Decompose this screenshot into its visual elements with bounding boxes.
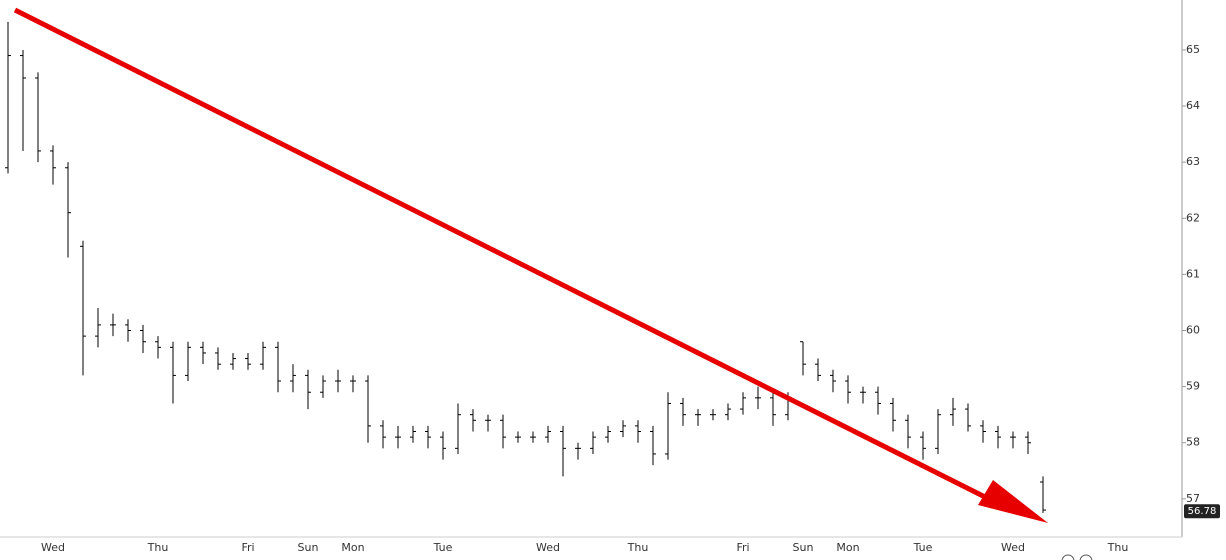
x-tick-label: Wed bbox=[41, 541, 65, 554]
y-tick-label: 58 bbox=[1186, 436, 1200, 449]
y-tick-label: 63 bbox=[1186, 155, 1200, 168]
arrow-shaft bbox=[13, 7, 997, 505]
x-tick-label: Fri bbox=[241, 541, 254, 554]
x-tick-label: Wed bbox=[1001, 541, 1025, 554]
y-tick-label: 59 bbox=[1186, 380, 1200, 393]
x-tick-label: Tue bbox=[433, 541, 453, 554]
y-tick-label: 61 bbox=[1186, 267, 1200, 280]
price-bars bbox=[5, 21, 1046, 513]
x-tick-label: Tue bbox=[913, 541, 933, 554]
icon[interactable] bbox=[1079, 554, 1093, 560]
x-tick-label: Fri bbox=[736, 541, 749, 554]
y-tick-label: 60 bbox=[1186, 324, 1200, 337]
x-tick-label: Mon bbox=[341, 541, 364, 554]
y-tick-label: 62 bbox=[1186, 211, 1200, 224]
y-tick-label: 57 bbox=[1186, 492, 1200, 505]
icon[interactable] bbox=[1061, 554, 1075, 560]
y-tick-label: 65 bbox=[1186, 43, 1200, 56]
x-tick-label: Mon bbox=[836, 541, 859, 554]
y-tick-label: 64 bbox=[1186, 99, 1200, 112]
trend-arrow bbox=[13, 7, 1048, 523]
x-tick-label: Thu bbox=[627, 541, 649, 554]
last-price-label: 56.78 bbox=[1188, 506, 1217, 517]
x-tick-label: Sun bbox=[298, 541, 319, 554]
last-price-box bbox=[1184, 504, 1220, 519]
x-tick-label: Wed bbox=[536, 541, 560, 554]
x-tick-label: Thu bbox=[147, 541, 169, 554]
x-tick-label: Sun bbox=[793, 541, 814, 554]
toolbar-icons bbox=[1061, 554, 1093, 560]
x-tick-label: Thu bbox=[1107, 541, 1129, 554]
arrow-head bbox=[978, 480, 1048, 523]
